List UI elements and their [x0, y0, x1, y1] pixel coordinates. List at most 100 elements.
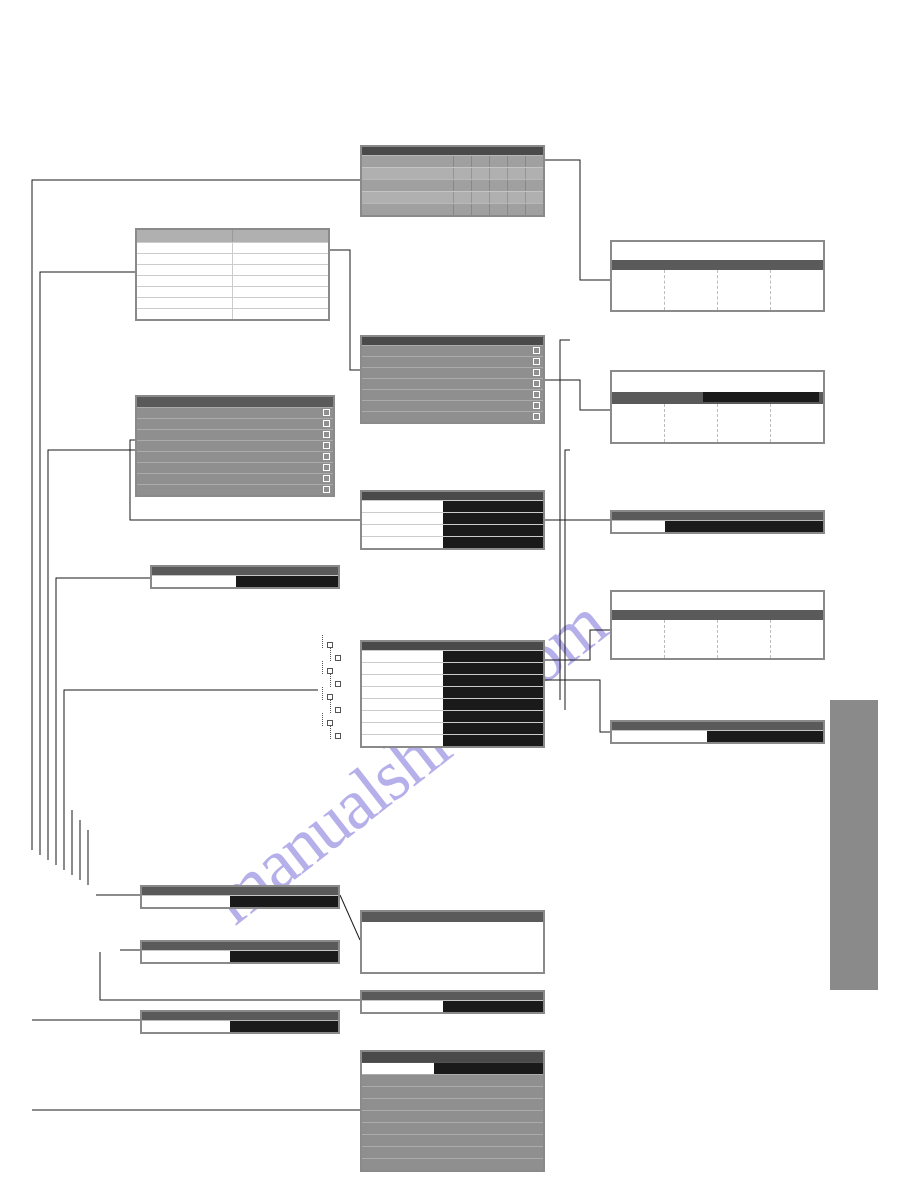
- checkbox-icon[interactable]: [323, 431, 330, 438]
- panel-select-b: [140, 940, 340, 964]
- panel-header: [142, 1012, 338, 1020]
- panel-row: [137, 440, 333, 451]
- panel-row: [362, 512, 543, 524]
- panel-row: [137, 308, 328, 319]
- panel-row: [362, 191, 543, 203]
- panel-body: [362, 1000, 543, 1012]
- panel-row: [137, 462, 333, 473]
- checkbox-icon[interactable]: [323, 453, 330, 460]
- panel-row: [362, 1146, 543, 1158]
- panel-select-a: [140, 885, 340, 909]
- checkbox-icon[interactable]: [533, 369, 540, 376]
- panel-row: [362, 1098, 543, 1110]
- checkbox-icon[interactable]: [323, 409, 330, 416]
- checkbox-icon[interactable]: [533, 413, 540, 420]
- panel-row: [362, 662, 543, 674]
- panel-row: [137, 451, 333, 462]
- panel-row: [137, 418, 333, 429]
- panel-levels-panel: [360, 490, 545, 550]
- checkbox-icon[interactable]: [323, 486, 330, 493]
- panel-header: [362, 642, 543, 650]
- panel-body: [612, 730, 823, 742]
- panel-row: [362, 345, 543, 356]
- checkbox-icon[interactable]: [533, 380, 540, 387]
- panel-row: [362, 524, 543, 536]
- panel-body: [142, 1020, 338, 1032]
- panel-header: [362, 912, 543, 922]
- panel-row: [362, 734, 543, 746]
- panel-row: [137, 407, 333, 418]
- panel-body: [362, 500, 543, 548]
- panel-row: [362, 179, 543, 191]
- panel-row: [362, 356, 543, 367]
- panel-header: [137, 230, 328, 242]
- panel-row: [362, 722, 543, 734]
- panel-info-box: [360, 910, 545, 974]
- panel-body: [612, 620, 823, 658]
- panel-row: [137, 473, 333, 484]
- panel-body: [362, 345, 543, 422]
- panel-header: [362, 1052, 543, 1062]
- panel-row: [137, 264, 328, 275]
- checkbox-icon[interactable]: [533, 402, 540, 409]
- panel-header: [612, 602, 823, 620]
- panel-row: [142, 895, 338, 907]
- panel-body: [612, 520, 823, 532]
- panel-select-c: [360, 990, 545, 1014]
- panel-row: [362, 674, 543, 686]
- panel-header: [362, 992, 543, 1000]
- panel-row: [137, 242, 328, 253]
- panel-row: [362, 1000, 543, 1012]
- panel-row: [137, 484, 333, 495]
- checkbox-icon[interactable]: [533, 391, 540, 398]
- checkbox-icon[interactable]: [323, 475, 330, 482]
- panel-row: [362, 710, 543, 722]
- panel-row: [362, 155, 543, 167]
- panel-bottom-list: [360, 1050, 545, 1172]
- panel-options-check-1: [360, 335, 545, 424]
- panel-body: [612, 404, 823, 442]
- panel-row: [362, 367, 543, 378]
- panel-row: [362, 500, 543, 512]
- panel-main-menu-panel: [360, 640, 545, 748]
- panel-group-select-1: [610, 240, 825, 312]
- panel-row: [362, 400, 543, 411]
- panel-group-select-3: [610, 590, 825, 660]
- panel-menu-list: [135, 228, 330, 321]
- panel-row: [362, 536, 543, 548]
- panel-row: [137, 297, 328, 308]
- panel-row: [612, 520, 823, 532]
- panel-header: [612, 722, 823, 730]
- panel-row: [142, 950, 338, 962]
- panel-body: [612, 270, 823, 310]
- checkbox-icon[interactable]: [533, 358, 540, 365]
- panel-header: [612, 252, 823, 270]
- panel-row: [362, 1134, 543, 1146]
- panel-row: [612, 270, 823, 310]
- panel-row: [362, 1074, 543, 1086]
- panel-row: [362, 1110, 543, 1122]
- panel-group-select-2: [610, 370, 825, 444]
- panel-row: [137, 275, 328, 286]
- panel-row: [612, 620, 823, 658]
- panel-row: [152, 575, 338, 587]
- checkbox-icon[interactable]: [323, 420, 330, 427]
- panel-row: [362, 1062, 543, 1074]
- panel-body: [362, 650, 543, 746]
- panel-row: [142, 1020, 338, 1032]
- panel-body: [142, 950, 338, 962]
- checkbox-icon[interactable]: [323, 442, 330, 449]
- panel-header: [612, 512, 823, 520]
- panel-header: [362, 147, 543, 155]
- panel-body: [152, 575, 338, 587]
- panel-body: [137, 242, 328, 319]
- panel-row: [362, 203, 543, 215]
- checkbox-icon[interactable]: [323, 464, 330, 471]
- panel-row: [612, 730, 823, 742]
- checkbox-icon[interactable]: [533, 347, 540, 354]
- panel-row: [362, 1158, 543, 1170]
- panel-row: [362, 698, 543, 710]
- panel-body: [362, 922, 543, 972]
- panel-tree-outline: [318, 635, 360, 745]
- panel-row: [137, 429, 333, 440]
